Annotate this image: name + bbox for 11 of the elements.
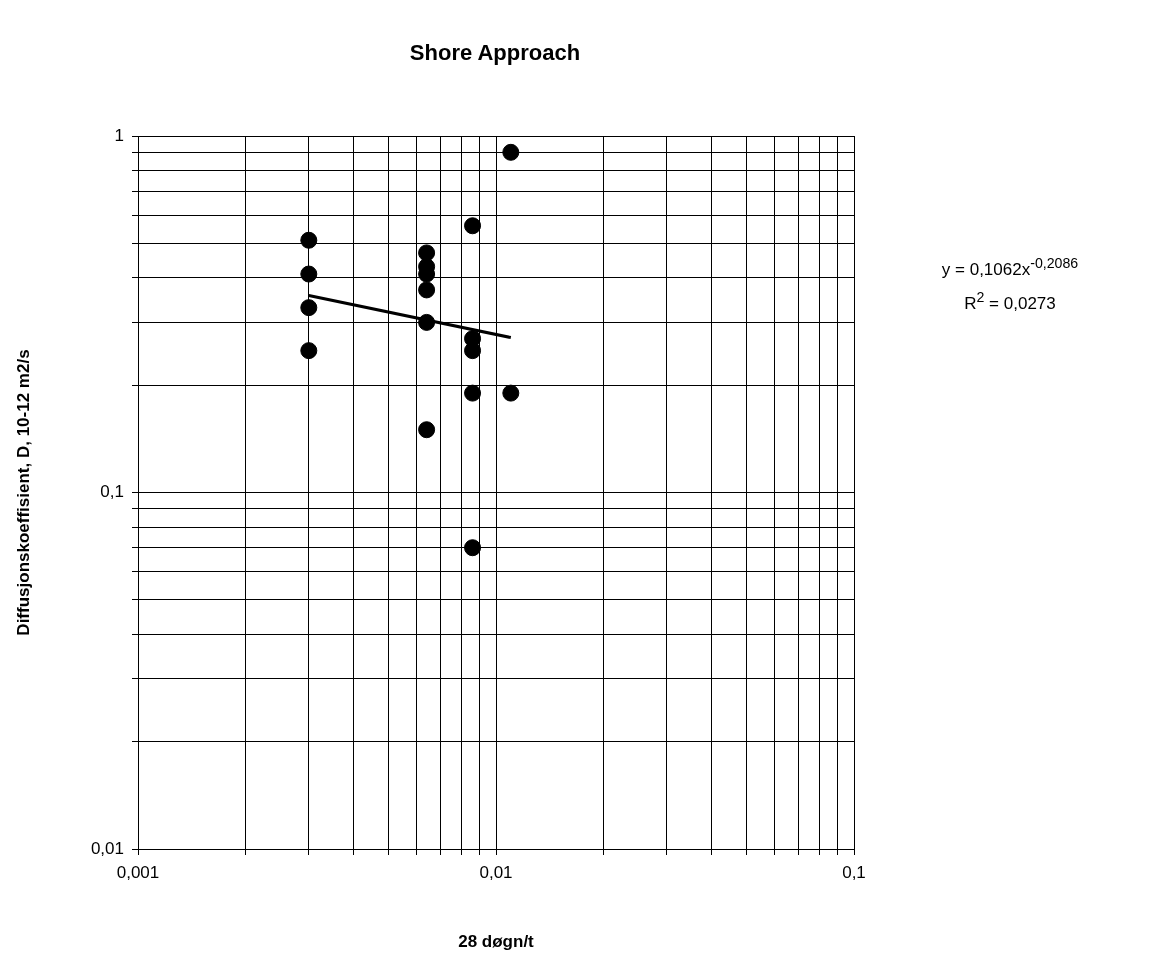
text: y = 0,1062x$^{-0,2086}$ — [940, 255, 1080, 280]
x-tick-label: 0,1 — [842, 862, 866, 882]
x-axis-title: 28 døgn/t — [458, 932, 535, 952]
text: R$^{2}$ = 0,0273 — [963, 289, 1057, 314]
chart-title: Shore Approach — [408, 40, 582, 66]
y-axis-title: Diffusjonskoeffisient, D, 10-12 m2/s — [13, 349, 33, 636]
y-tick-label: 0,01 — [90, 838, 124, 858]
y-tick-label: 0,1 — [100, 482, 124, 502]
y-tick-label: 1 — [114, 125, 124, 145]
x-tick-label: 0,001 — [116, 862, 160, 882]
x-tick-label: 0,01 — [479, 862, 513, 882]
